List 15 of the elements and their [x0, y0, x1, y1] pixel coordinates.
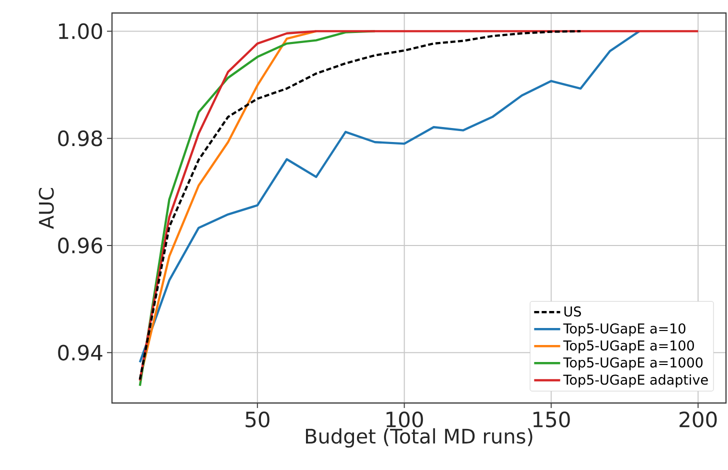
legend-label: Top5-UGapE a=1000: [563, 357, 703, 370]
x-tick-label: 150: [533, 412, 570, 428]
x-axis-title: Budget (Total MD runs): [306, 428, 532, 448]
legend-label: Top5-UGapE adaptive: [563, 374, 708, 388]
x-tick-label: 100: [386, 412, 423, 428]
y-tick-label: 1.00: [59, 23, 102, 40]
legend-label: US: [564, 306, 581, 317]
legend-label: Top5-UGapE a=10: [563, 323, 686, 336]
y-tick-label: 0.98: [58, 130, 102, 146]
legend-label: Top5-UGapE a=100: [563, 340, 694, 354]
x-tick-label: 50: [246, 412, 270, 428]
y-tick-label: 0.96: [58, 238, 102, 254]
x-tick-label: 200: [680, 412, 717, 428]
y-axis-title: AUC: [38, 188, 54, 229]
y-tick-label: 0.94: [58, 344, 102, 361]
